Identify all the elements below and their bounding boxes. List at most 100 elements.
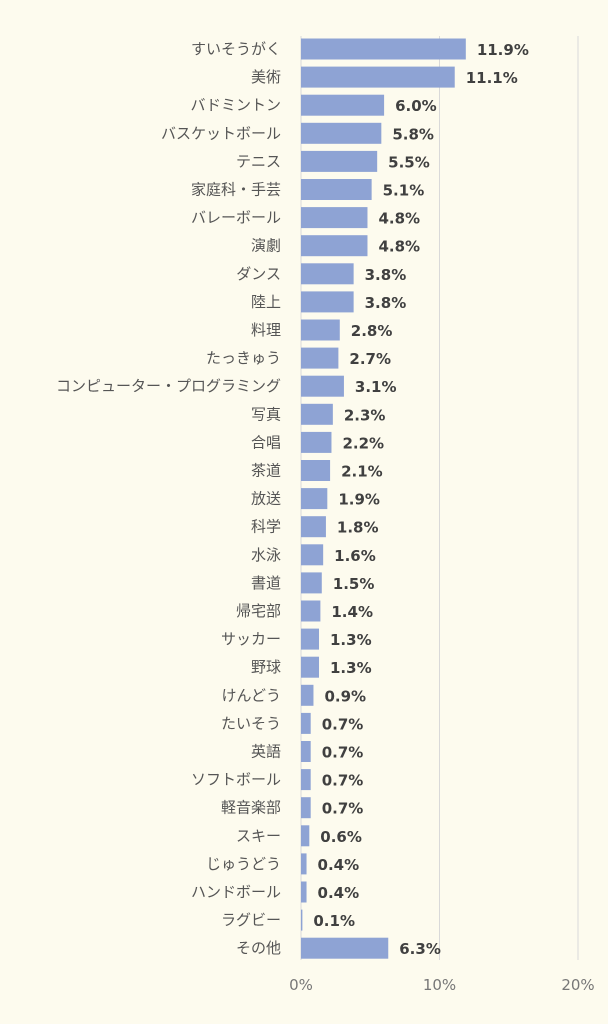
- bar: [301, 235, 368, 257]
- bar: [301, 937, 389, 959]
- value-label: 11.1%: [466, 69, 518, 87]
- category-label: 合唱: [251, 433, 281, 451]
- value-label: 2.8%: [351, 322, 393, 340]
- bar: [301, 909, 303, 931]
- category-label: 水泳: [251, 546, 281, 564]
- category-label: 写真: [251, 405, 281, 423]
- bar: [301, 150, 378, 172]
- value-label: 6.3%: [399, 940, 441, 958]
- category-label: バスケットボール: [161, 124, 281, 142]
- value-label: 1.4%: [331, 603, 373, 621]
- bar: [301, 572, 322, 594]
- x-tick-label: 20%: [561, 976, 594, 994]
- category-label: 家庭科・手芸: [191, 181, 281, 199]
- bar: [301, 516, 326, 538]
- bar: [301, 769, 311, 791]
- category-label: 英語: [251, 743, 281, 761]
- value-label: 1.5%: [333, 575, 375, 593]
- bar: [301, 319, 340, 341]
- value-label: 1.3%: [330, 631, 372, 649]
- value-label: 2.1%: [341, 463, 383, 481]
- value-label: 5.5%: [388, 153, 430, 171]
- value-label: 6.0%: [395, 97, 437, 115]
- category-label: 軽音楽部: [221, 799, 281, 817]
- category-label: 野球: [251, 658, 281, 676]
- value-label: 0.7%: [322, 744, 364, 762]
- bar: [301, 853, 307, 875]
- category-label: サッカー: [221, 630, 281, 648]
- category-label: ハンドボール: [191, 883, 281, 901]
- bar: [301, 656, 320, 678]
- value-label: 5.8%: [392, 125, 434, 143]
- bar: [301, 66, 455, 88]
- value-label: 0.4%: [318, 856, 360, 874]
- category-label: バドミントン: [191, 96, 281, 114]
- category-label: じゅうどう: [206, 855, 281, 873]
- category-label: バレーボール: [191, 209, 281, 227]
- bar: [301, 684, 314, 706]
- value-label: 1.6%: [334, 547, 376, 565]
- category-label: たいそう: [221, 714, 281, 732]
- value-label: 0.7%: [322, 715, 364, 733]
- value-label: 1.9%: [338, 491, 380, 509]
- bar: [301, 460, 331, 481]
- category-label: 帰宅部: [236, 602, 281, 620]
- bar: [301, 544, 324, 566]
- category-label: 茶道: [251, 462, 281, 480]
- value-label: 11.9%: [477, 41, 529, 59]
- category-label: 美術: [251, 68, 281, 86]
- bar: [301, 628, 320, 650]
- bar: [301, 179, 372, 200]
- bar: [301, 291, 354, 313]
- bar: [301, 403, 333, 425]
- category-label: 放送: [251, 490, 281, 508]
- category-label: 書道: [251, 574, 281, 592]
- value-label: 2.3%: [344, 406, 386, 424]
- value-label: 4.8%: [378, 238, 420, 256]
- value-label: 1.3%: [330, 659, 372, 677]
- value-label: 2.7%: [349, 350, 391, 368]
- category-label: コンピューター・プログラミング: [56, 377, 281, 395]
- category-label: 陸上: [251, 293, 281, 311]
- value-label: 3.8%: [365, 294, 407, 312]
- value-label: 0.7%: [322, 772, 364, 790]
- x-tick-label: 10%: [423, 976, 456, 994]
- category-label: スキー: [236, 827, 281, 845]
- bar: [301, 600, 321, 622]
- bar: [301, 347, 339, 369]
- bar: [301, 122, 382, 144]
- category-label: 演劇: [251, 237, 281, 255]
- category-label: けんどう: [221, 686, 281, 704]
- category-label: 料理: [251, 321, 281, 339]
- bar: [301, 431, 332, 453]
- category-label: ダンス: [236, 265, 281, 283]
- category-label: テニス: [236, 152, 281, 170]
- value-label: 2.2%: [342, 434, 384, 452]
- value-label: 0.7%: [322, 800, 364, 818]
- value-label: 4.8%: [378, 210, 420, 228]
- value-label: 1.8%: [337, 519, 379, 537]
- bar: [301, 712, 311, 734]
- value-label: 0.1%: [313, 912, 355, 930]
- bar: [301, 38, 466, 60]
- bar: [301, 263, 354, 285]
- value-label: 0.9%: [324, 687, 366, 705]
- bar: [301, 741, 311, 762]
- category-label: ラグビー: [221, 911, 281, 929]
- bar: [301, 207, 368, 229]
- category-label: ソフトボール: [191, 771, 281, 789]
- category-label: たっきゅう: [206, 349, 281, 367]
- value-label: 0.6%: [320, 828, 362, 846]
- x-tick-label: 0%: [289, 976, 313, 994]
- bar: [301, 825, 310, 847]
- category-label: すいそうがく: [191, 40, 281, 58]
- category-label: 科学: [251, 518, 281, 536]
- bar: [301, 797, 311, 819]
- bar: [301, 375, 344, 397]
- value-label: 3.1%: [355, 378, 397, 396]
- bar: [301, 488, 328, 510]
- value-label: 0.4%: [318, 884, 360, 902]
- bar: [301, 94, 385, 116]
